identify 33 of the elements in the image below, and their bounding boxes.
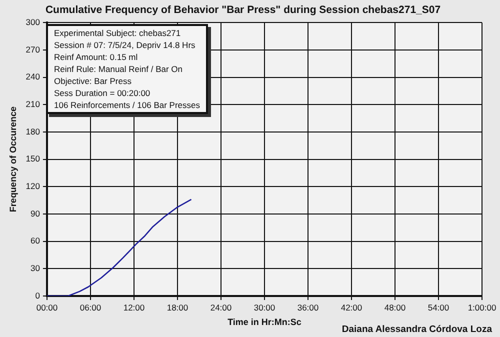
x-axis-title: Time in Hr:Mn:Sc (228, 317, 302, 328)
annotation: Sess Duration = 00:20:00 (54, 87, 152, 99)
x-tick-label: 42:00 (340, 302, 362, 312)
chart-title: Cumulative Frequency of Behavior "Bar Press" during Session chebas271_S07 (45, 4, 441, 16)
y-tick-label: 240 (26, 72, 40, 82)
x-tick-label: 00:00 (36, 302, 58, 312)
y-tick-label: 210 (26, 98, 40, 109)
x-tick-label: 30:00 (254, 302, 276, 312)
annotation: Objective: Bar Press (54, 75, 132, 87)
annotation: Reinf Amount: 0.15 ml (54, 51, 139, 63)
y-tick-label: 90 (30, 208, 40, 218)
y-tick-label: 180 (26, 126, 40, 136)
x-tick-label: 36:00 (297, 302, 319, 312)
text: Daiana Alessandra Córdova Loza (342, 324, 492, 335)
y-axis-title: Frequency of Occurence (8, 106, 18, 212)
annotation: Experimental Subject: chebas271 (54, 27, 182, 39)
x-tick-label: 48:00 (384, 302, 406, 312)
y-tick-label: 120 (26, 180, 40, 191)
x-tick-label: 18:00 (166, 302, 188, 312)
x-tick-label: 24:00 (210, 302, 232, 312)
y-tick-label: 150 (26, 154, 40, 164)
y-tick-label: 300 (26, 16, 40, 27)
x-tick-label: 54:00 (428, 302, 450, 312)
annotation: 106 Reinforcements / 106 Bar Presses (54, 99, 200, 111)
y-tick-label: 270 (26, 44, 40, 54)
annotation: Session # 07: 7/5/24, Depriv 14.8 Hrs (54, 39, 196, 51)
y-tick-label: 30 (30, 263, 40, 274)
x-tick-label: 06:00 (80, 302, 102, 312)
x-tick-label: 12:00 (123, 302, 145, 312)
y-tick-label: 60 (30, 236, 40, 246)
y-tick-label: 0 (35, 290, 40, 300)
x-tick-label: 1:00:00 (468, 302, 496, 312)
annotation: Reinf Rule: Manual Reinf / Bar On (54, 63, 184, 75)
